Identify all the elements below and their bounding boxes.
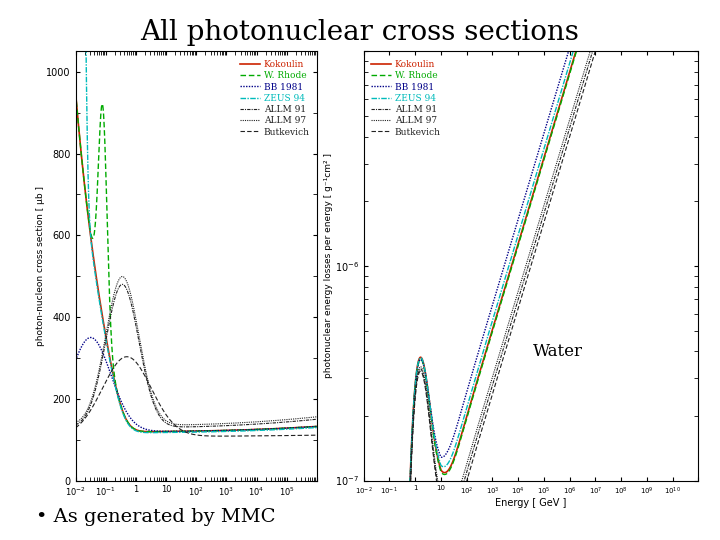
Y-axis label: photon-nucleon cross section [ μb ]: photon-nucleon cross section [ μb ] [36, 186, 45, 346]
Text: • As generated by MMC: • As generated by MMC [36, 509, 276, 526]
X-axis label: Energy [ GeV ]: Energy [ GeV ] [495, 498, 567, 508]
Text: Water: Water [533, 343, 582, 360]
Text: All photonuclear cross sections: All photonuclear cross sections [140, 19, 580, 46]
Legend: Kokoulin, W. Rhode, BB 1981, ZEUS 94, ALLM 91, ALLM 97, Butkevich: Kokoulin, W. Rhode, BB 1981, ZEUS 94, AL… [372, 60, 441, 137]
Y-axis label: photonuclear energy losses per energy [ g⁻¹cm² ]: photonuclear energy losses per energy [ … [324, 153, 333, 379]
Legend: Kokoulin, W. Rhode, BB 1981, ZEUS 94, ALLM 91, ALLM 97, Butkevich: Kokoulin, W. Rhode, BB 1981, ZEUS 94, AL… [240, 60, 310, 137]
